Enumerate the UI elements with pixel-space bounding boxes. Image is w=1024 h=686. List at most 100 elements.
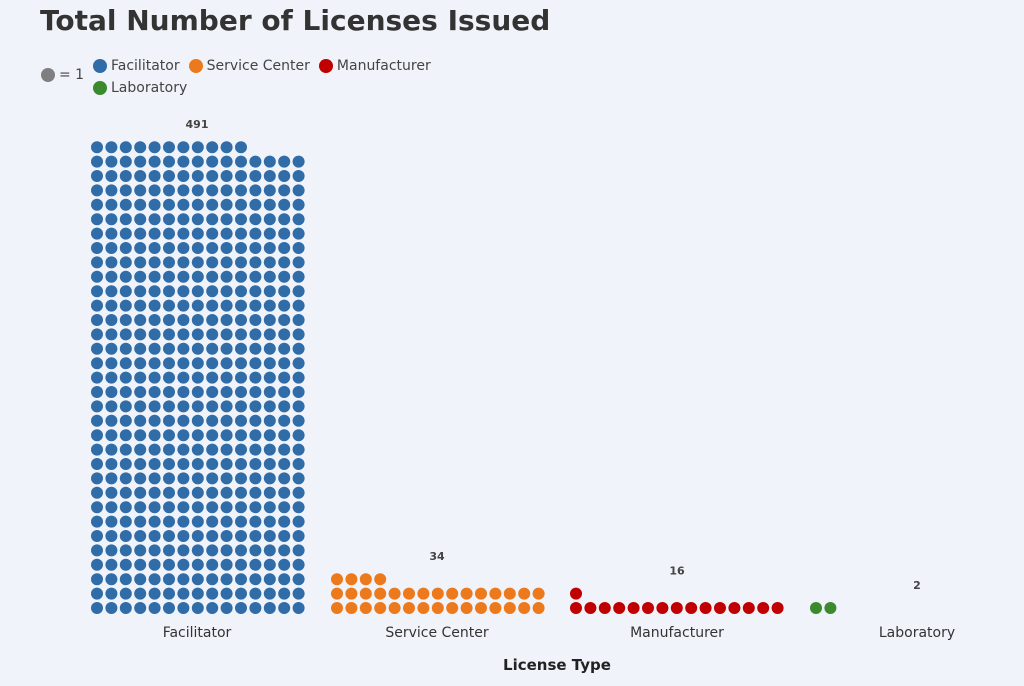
- unit-dot: [191, 328, 204, 341]
- unit-dot: [374, 602, 387, 614]
- unit-dot: [119, 429, 132, 442]
- unit-dot: [292, 530, 305, 542]
- unit-dot: [278, 486, 291, 499]
- unit-dot: [292, 184, 305, 197]
- unit-dot: [235, 184, 247, 197]
- unit-dot: [134, 558, 147, 571]
- unit-dot: [134, 472, 147, 485]
- unit-dot: [148, 602, 161, 614]
- unit-dot: [685, 602, 698, 614]
- unit-dot: [206, 386, 219, 398]
- unit-dot: [134, 227, 147, 240]
- unit-dot: [532, 587, 545, 600]
- unit-dot: [134, 184, 147, 197]
- unit-dot: [105, 414, 118, 427]
- unit-dot: [148, 558, 161, 571]
- unit-dot: [119, 198, 132, 211]
- unit-dot: [235, 501, 247, 514]
- unit-dot: [91, 386, 103, 398]
- unit-dot: [249, 270, 262, 283]
- unit-dot: [489, 602, 502, 614]
- unit-dot: [191, 443, 204, 456]
- legend-item-manufacturer: Manufacturer: [318, 57, 431, 75]
- unit-dot: [235, 285, 247, 298]
- unit-dot: [163, 558, 175, 571]
- unit-dot: [263, 400, 276, 413]
- unit-dot: [431, 587, 444, 600]
- unit-dot: [163, 342, 175, 355]
- unit-dot: [235, 458, 247, 470]
- unit-dot: [359, 573, 372, 586]
- unit-dot: [191, 256, 204, 269]
- unit-dot: [105, 530, 118, 542]
- unit-dot: [177, 486, 190, 499]
- unit-dot: [119, 400, 132, 413]
- unit-dot: [235, 443, 247, 456]
- unit-dot: [163, 328, 175, 341]
- unit-dot: [148, 371, 161, 384]
- legend-item-laboratory: Laboratory: [93, 79, 187, 97]
- unit-dot: [105, 501, 118, 514]
- unit-dot: [249, 285, 262, 298]
- unit-dot: [249, 515, 262, 528]
- unit-dot: [163, 515, 175, 528]
- unit-dot: [148, 501, 161, 514]
- unit-dot: [292, 544, 305, 557]
- unit-dot: [235, 357, 247, 370]
- unit-dot: [163, 530, 175, 542]
- unit-dot: [220, 213, 233, 226]
- unit-dot: [235, 227, 247, 240]
- unit-dot: [206, 602, 219, 614]
- unit-dot: [148, 386, 161, 398]
- unit-dot: [206, 558, 219, 571]
- unit-dot: [91, 443, 103, 456]
- dot-column-manufacturer: [570, 587, 784, 614]
- unit-dot: [163, 573, 175, 586]
- unit-dot: [191, 602, 204, 614]
- value-label-service-center: 34: [429, 550, 445, 563]
- unit-dot: [177, 342, 190, 355]
- unit-dot: [191, 155, 204, 168]
- dot-column-service-center: [331, 573, 545, 614]
- x-tick-label-laboratory: Laboratory: [879, 625, 955, 641]
- unit-dot: [105, 198, 118, 211]
- unit-dot: [235, 400, 247, 413]
- unit-dot: [359, 602, 372, 614]
- unit-dot: [235, 314, 247, 326]
- unit-dot: [249, 299, 262, 312]
- unit-dot: [177, 443, 190, 456]
- unit-dot: [134, 501, 147, 514]
- unit-dot: [91, 371, 103, 384]
- unit-dot: [119, 515, 132, 528]
- unit-dot: [263, 170, 276, 182]
- unit-dot: [119, 314, 132, 326]
- unit-dot: [263, 558, 276, 571]
- unit-dot: [105, 587, 118, 600]
- unit-dot: [134, 155, 147, 168]
- unit-dot: [148, 573, 161, 586]
- unit-dot: [134, 328, 147, 341]
- unit-dot: [119, 155, 132, 168]
- unit-dot: [191, 515, 204, 528]
- unit-dot: [177, 472, 190, 485]
- unit-dot: [177, 602, 190, 614]
- unit-dot: [191, 472, 204, 485]
- unit-dot: [292, 472, 305, 485]
- unit-dot: [249, 400, 262, 413]
- unit-dot: [292, 155, 305, 168]
- unit-dot: [91, 587, 103, 600]
- unit-dot: [263, 486, 276, 499]
- unit-dot: [91, 400, 103, 413]
- unit-dot: [177, 573, 190, 586]
- unit-dot: [148, 213, 161, 226]
- unit-dot: [249, 184, 262, 197]
- unit-dot: [263, 328, 276, 341]
- unit-dot: [91, 414, 103, 427]
- unit-dot: [177, 184, 190, 197]
- unit-dot: [249, 198, 262, 211]
- unit-dot: [292, 299, 305, 312]
- unit-dot: [771, 602, 784, 614]
- unit-dot: [278, 501, 291, 514]
- unit-dot: [263, 213, 276, 226]
- unit-dot: [91, 573, 103, 586]
